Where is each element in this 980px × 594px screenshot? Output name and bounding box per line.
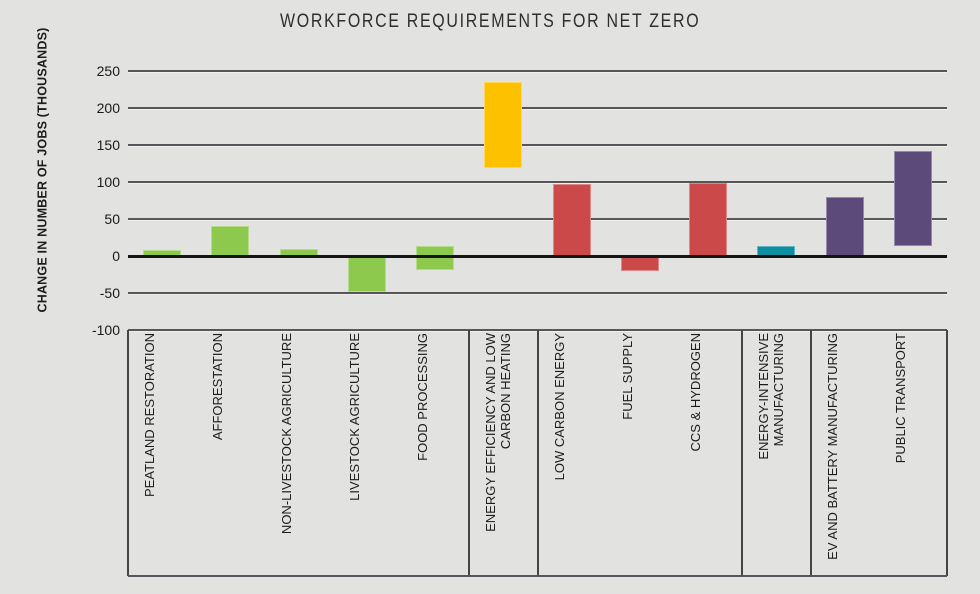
gridline xyxy=(128,218,947,220)
gridline xyxy=(128,70,947,72)
gridline xyxy=(128,107,947,109)
y-tick-label: 200 xyxy=(96,100,120,116)
label-area-baseline xyxy=(128,575,947,577)
chart-title-text: WORKFORCE REQUIREMENTS FOR NET ZERO xyxy=(279,11,701,32)
category-label: FUEL SUPPLY xyxy=(619,333,635,420)
group-separator-line xyxy=(741,330,744,576)
bar xyxy=(416,245,455,271)
bar xyxy=(825,196,864,256)
category-label: FOOD PROCESSING xyxy=(415,333,431,461)
y-tick-label: 50 xyxy=(104,211,120,227)
y-tick-label: -50 xyxy=(99,285,120,301)
group-separator-line xyxy=(468,330,471,576)
y-axis-title: CHANGE IN NUMBER OF JOBS (THOUSANDS) xyxy=(35,27,50,313)
group-separator-line xyxy=(127,330,129,576)
y-tick-label: 100 xyxy=(96,174,120,190)
category-label: LIVESTOCK AGRICULTURE xyxy=(346,333,362,501)
chart-title: WORKFORCE REQUIREMENTS FOR NET ZERO xyxy=(0,11,980,33)
group-separator-line xyxy=(536,330,539,576)
gridline xyxy=(128,144,947,146)
bar xyxy=(689,182,728,256)
group-separator-line xyxy=(809,330,812,576)
y-tick-label: -100 xyxy=(91,322,120,338)
category-label: PEATLAND RESTORATION xyxy=(142,333,158,497)
group-separator-line xyxy=(946,330,948,576)
gridline xyxy=(128,292,947,294)
category-label: AFFORESTATION xyxy=(210,333,226,441)
gridline xyxy=(128,181,947,183)
bar xyxy=(552,184,591,256)
bar xyxy=(893,150,932,247)
bar xyxy=(484,82,523,168)
category-label: LOW CARBON ENERGY xyxy=(551,333,567,481)
category-label: CCS & HYDROGEN xyxy=(688,333,704,452)
category-label: ENERGY EFFICIENCY AND LOW CARBON HEATING xyxy=(483,333,514,532)
category-label: ENERGY-INTENSIVE MANUFACTURING xyxy=(756,333,787,460)
bar xyxy=(620,256,659,271)
category-label: EV AND BATTERY MANUFACTURING xyxy=(824,333,840,560)
bar xyxy=(347,256,386,292)
y-tick-label: 250 xyxy=(96,63,120,79)
y-tick-label: 0 xyxy=(112,248,120,264)
zero-axis-line xyxy=(128,254,947,258)
bar xyxy=(211,225,250,256)
y-tick-label: 150 xyxy=(96,137,120,153)
category-label: NON-LIVESTOCK AGRICULTURE xyxy=(278,333,294,535)
category-label: PUBLIC TRANSPORT xyxy=(892,333,908,464)
